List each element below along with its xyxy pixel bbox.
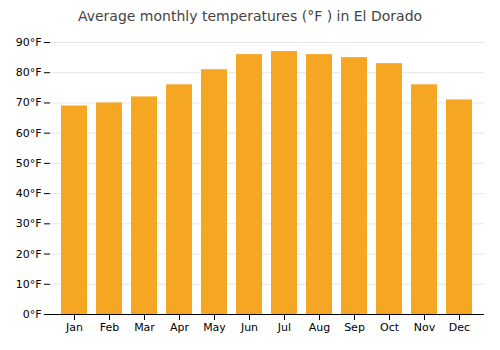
svg-text:30°F: 30°F [16, 217, 42, 230]
html-text:Average monthly temperatures (: Average monthly temperatures (°F ) in El… [77, 8, 423, 24]
svg-text:0°F: 0°F [23, 308, 42, 321]
svg-text:60°F: 60°F [16, 127, 42, 140]
svg-text:Feb: Feb [100, 321, 119, 334]
svg-text:Oct: Oct [380, 321, 400, 334]
svg-text:Dec: Dec [449, 321, 470, 334]
svg-text:90°F: 90°F [16, 36, 42, 49]
svg-text:70°F: 70°F [16, 96, 42, 109]
svg-text:10°F: 10°F [16, 278, 42, 291]
svg-text:Apr: Apr [170, 321, 190, 334]
svg-text:Jun: Jun [240, 321, 258, 334]
svg-text:Mar: Mar [134, 321, 155, 334]
svg-text:20°F: 20°F [16, 248, 42, 261]
svg-text:Nov: Nov [414, 321, 436, 334]
svg-text:80°F: 80°F [16, 66, 42, 79]
svg-text:Jul: Jul [277, 321, 291, 334]
svg-text:50°F: 50°F [16, 157, 42, 170]
svg-text:Aug: Aug [309, 321, 330, 334]
svg-text:40°F: 40°F [16, 187, 42, 200]
svg-text:Sep: Sep [344, 321, 365, 334]
svg-text:May: May [203, 321, 226, 334]
svg-text:Jan: Jan [65, 321, 83, 334]
